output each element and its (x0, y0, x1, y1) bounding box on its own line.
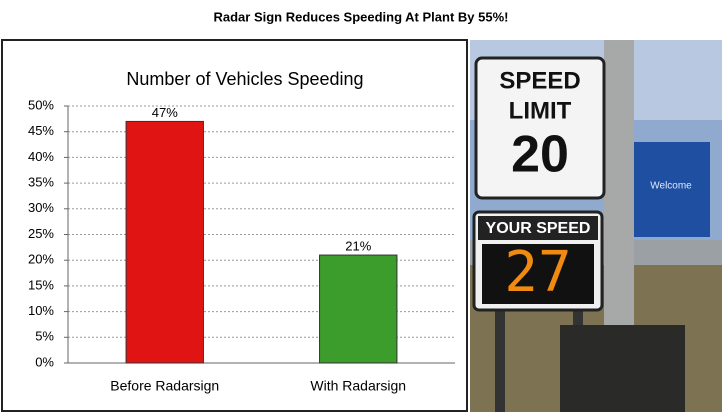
bar (319, 254, 398, 364)
billboard-text: Welcome (650, 181, 692, 192)
photo: Welcome SPEED LIMIT 20 YOUR SPEED 27 (470, 40, 722, 412)
sign-text: SPEED (499, 67, 580, 94)
speed-limit-sign (474, 56, 606, 200)
display-number: 27 (504, 240, 571, 305)
page-title: Radar Sign Reduces Speeding At Plant By … (214, 9, 509, 24)
sign-text: LIMIT (509, 97, 572, 124)
y-tick-label: 45% (28, 123, 54, 138)
bar (125, 120, 204, 364)
y-tick-label: 15% (28, 277, 54, 292)
display-header (478, 216, 598, 240)
billboard (632, 142, 710, 237)
sign-number: 20 (511, 126, 569, 184)
y-tick-label: 5% (35, 329, 54, 344)
value-label: 47% (152, 105, 178, 120)
y-tick-label: 20% (28, 252, 54, 267)
x-tick-label: Before Radarsign (110, 378, 219, 394)
y-tick-label: 35% (28, 175, 54, 190)
y-tick-label: 25% (28, 226, 54, 241)
y-tick-label: 30% (28, 200, 54, 215)
x-tick-label: With Radarsign (310, 378, 406, 394)
pole (604, 40, 634, 330)
display-label: YOUR SPEED (486, 220, 591, 237)
y-tick-label: 10% (28, 303, 54, 318)
post (495, 300, 505, 412)
value-label: 21% (345, 238, 371, 253)
display-screen (482, 244, 594, 304)
chart-title: Number of Vehicles Speeding (126, 69, 363, 89)
chart: 0% 5% 10% 15% 20% 25% 30% 35% 40% 45% 50% Before Ra… (28, 97, 455, 394)
y-tick-label: 50% (28, 97, 54, 112)
y-tick-label: 40% (28, 149, 54, 164)
y-tick-label: 0% (35, 354, 54, 369)
base (560, 325, 685, 412)
